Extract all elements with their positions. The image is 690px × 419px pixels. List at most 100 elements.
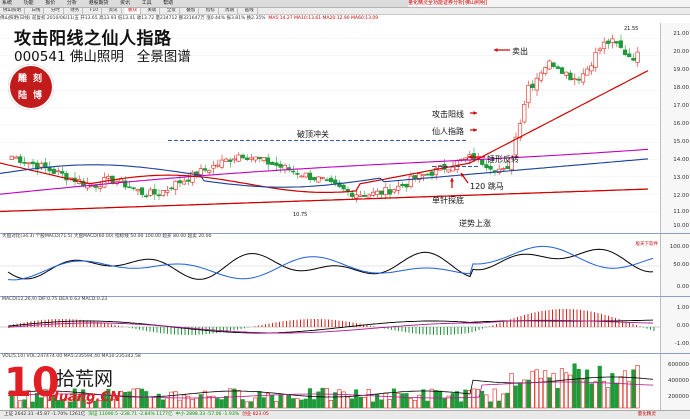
volume-bar (127, 391, 132, 409)
menu-item-function[interactable]: 功能 (23, 0, 34, 6)
volume-bar (404, 393, 409, 409)
menu-item-info[interactable]: 资讯 (120, 0, 131, 6)
tab-sector[interactable]: 板块 (124, 8, 141, 14)
candle-down (337, 182, 342, 187)
volume-bar (282, 394, 287, 409)
panel-divider (0, 296, 690, 297)
macd-chart[interactable] (0, 297, 660, 353)
volume-title: VOL(5,10) VOL:247474.00 MA5:235594.40 MA… (2, 354, 141, 359)
volume-bar (34, 393, 40, 409)
site-watermark: 10 拾荒网 Huang.CN (4, 362, 204, 412)
volume-bar (593, 381, 598, 409)
tab-daily[interactable]: 日线 (28, 8, 45, 14)
volume-bar (354, 389, 359, 409)
oscillator-chart[interactable] (0, 234, 660, 296)
volume-bar (144, 391, 149, 409)
menu-item-tools[interactable]: 工具 (141, 0, 152, 6)
candle-down (480, 159, 485, 165)
volume-axis: 600000 400000 200000 (660, 354, 690, 410)
axis-tick: 100.00 (669, 244, 689, 250)
macd-dea-line (7, 319, 654, 334)
volume-bar (370, 401, 376, 409)
candle-up (39, 163, 44, 168)
volume-bar (551, 373, 556, 409)
candle-up (463, 157, 468, 160)
oscillator-axis: 100.00 50.00 0.00 (660, 234, 690, 296)
candle-down (362, 195, 367, 197)
volume-bar (618, 376, 623, 409)
candle-up (446, 169, 451, 173)
annotation-break-top: 破顶冲关 (297, 130, 329, 139)
tab-related[interactable]: 关联 (144, 8, 161, 14)
oscillator-panel[interactable]: 大盘对比(34.3) 个股MACD(71.5) 大盘MACD(60.00) 指标… (0, 234, 660, 296)
candle-down (425, 173, 430, 176)
volume-bar (505, 392, 510, 409)
volume-bar (446, 395, 451, 409)
candle-up (160, 190, 166, 196)
candle-up (198, 168, 203, 175)
volume-bar (396, 392, 401, 409)
volume-panel[interactable]: VOL(5,10) VOL:247474.00 MA5:235594.40 MA… (0, 354, 660, 410)
volume-chart[interactable] (0, 354, 660, 410)
volume-bar (622, 370, 628, 409)
tab-panorama[interactable]: 全景 (164, 8, 180, 14)
tab-finance[interactable]: 财务 (67, 8, 84, 14)
candlestick-chart[interactable] (0, 23, 660, 233)
ma-red-long-line (0, 188, 649, 213)
macd-panel[interactable]: MACD(12,26,9) DIF:0.75 DEA:0.63 MACD:0.2… (0, 297, 660, 353)
volume-bar (564, 372, 569, 409)
candle-down (177, 180, 182, 184)
jump-arrow-head (461, 173, 465, 177)
candle-down (614, 41, 619, 44)
volume-bar (139, 388, 144, 409)
ma-blue-line (0, 158, 649, 188)
volume-bar (76, 396, 81, 409)
tab-intraday[interactable]: 分时 (48, 8, 64, 14)
ad-banner[interactable]: 量化精灵全功能证券分析[佛山照明] (408, 0, 690, 7)
menu-item-help[interactable]: 帮助 (163, 0, 174, 6)
volume-bar (601, 381, 607, 409)
candle-up (282, 164, 287, 171)
menu-item-system[interactable]: 系统 (2, 0, 13, 6)
tab-overlay[interactable]: 叠加 (183, 8, 200, 14)
candle-up (303, 172, 308, 178)
volume-bar (568, 374, 573, 409)
tab-period[interactable]: 周期 (222, 8, 239, 14)
candle-down (349, 192, 355, 197)
price-chart-panel[interactable] (0, 23, 660, 233)
volume-bar (89, 400, 94, 409)
axis-tick: 1.00 (676, 305, 689, 311)
tab-f10[interactable]: F10 (87, 8, 103, 14)
candle-up (358, 194, 363, 197)
volume-bar (320, 387, 325, 409)
candle-down (568, 72, 573, 81)
volume-bar (85, 399, 90, 409)
tab-news[interactable]: 资讯 (106, 8, 122, 14)
volume-bar (312, 399, 317, 409)
volume-bar (316, 391, 321, 409)
bottom-brand[interactable]: 量化精灵 (637, 412, 656, 417)
volume-bar (576, 368, 581, 409)
volume-bar (480, 390, 485, 409)
volume-bar (72, 388, 77, 409)
tab-draw[interactable]: 画线 (242, 8, 258, 14)
candle-down (30, 161, 35, 165)
candle-down (228, 159, 233, 162)
index-gem: 创业 823.05 (242, 412, 269, 417)
candle-down (47, 167, 52, 172)
menu-item-analysis[interactable]: 分析 (66, 0, 77, 6)
volume-bar (463, 389, 468, 409)
candle-down (387, 189, 392, 195)
candle-down (156, 194, 161, 197)
volume-bar (295, 398, 300, 409)
tab-stock[interactable]: 佛山照明 (0, 8, 25, 14)
menu-item-futures[interactable]: 港股期货 (88, 0, 109, 6)
volume-bar (30, 401, 35, 409)
attack-arrow-head (473, 111, 477, 115)
tab-indicator[interactable]: 指标 (203, 8, 219, 14)
watermark-url: Huang.CN (48, 390, 121, 405)
menu-item-quote[interactable]: 报价 (45, 0, 56, 6)
candle-down (131, 187, 136, 190)
volume-bar (123, 392, 128, 409)
watermark-name: 拾荒网 (56, 368, 114, 390)
